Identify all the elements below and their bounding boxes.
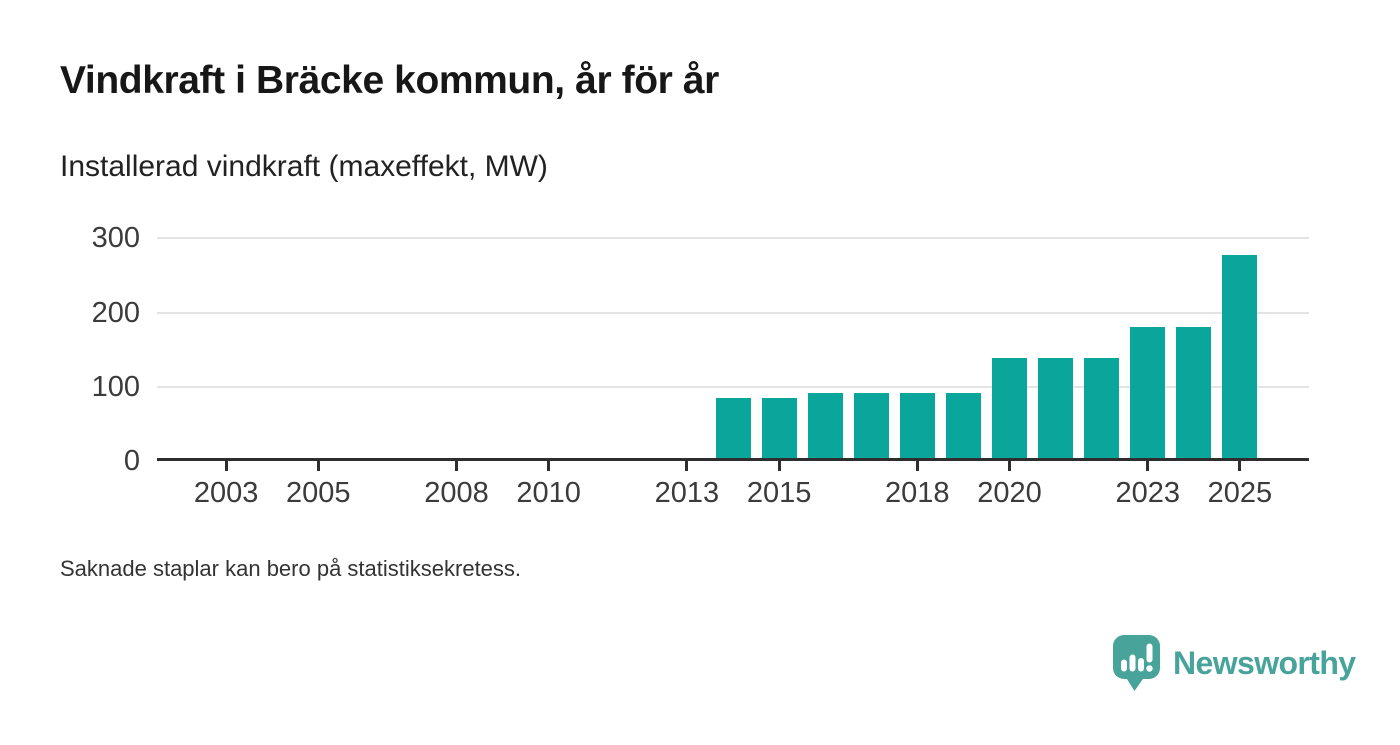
newsworthy-logo[interactable]: Newsworthy [1112, 634, 1356, 692]
bar-2020 [991, 357, 1027, 461]
chart-subtitle: Installerad vindkraft (maxeffekt, MW) [60, 150, 548, 183]
x-tick-2015 [777, 461, 781, 471]
x-axis-label-2010: 2010 [516, 477, 581, 509]
x-tick-2003 [224, 461, 228, 471]
bar-2016 [807, 392, 843, 461]
x-axis-label-2023: 2023 [1115, 477, 1180, 509]
x-axis-label-2015: 2015 [746, 477, 812, 509]
bar-2019 [945, 392, 981, 461]
gridline-300 [157, 237, 1309, 240]
bar-2023 [1130, 326, 1166, 461]
bar-2018 [899, 392, 935, 461]
x-axis-label-2005: 2005 [286, 477, 351, 509]
x-axis-label-2013: 2013 [654, 477, 720, 509]
bar-2015 [761, 397, 797, 461]
y-axis-label-300: 300 [91, 222, 140, 255]
x-axis-label-2018: 2018 [885, 477, 950, 509]
gridline-100 [157, 385, 1309, 388]
x-axis-label-2008: 2008 [424, 477, 489, 509]
x-axis-label-2003: 2003 [193, 477, 259, 509]
bar-2021 [1038, 357, 1074, 461]
x-tick-2018 [915, 461, 919, 471]
bar-2017 [853, 392, 889, 461]
bar-2024 [1176, 326, 1212, 461]
gridline-200 [157, 311, 1309, 314]
chart-title: Vindkraft i Bräcke kommun, år för år [60, 59, 719, 102]
x-tick-2023 [1146, 461, 1150, 471]
x-tick-2005 [316, 461, 320, 471]
bar-chart-bubble-icon [1113, 635, 1160, 691]
plot-area: 0 100 200 300 2003 2005 2008 2010 2013 2015 2018 20… [92, 223, 1309, 509]
y-axis-label-100: 100 [91, 370, 140, 403]
bar-2022 [1084, 357, 1120, 461]
bar-2025 [1222, 254, 1258, 461]
x-axis-label-2020: 2020 [977, 477, 1042, 509]
x-axis-label-2025: 2025 [1207, 477, 1273, 509]
x-tick-2010 [547, 461, 551, 471]
brand-wordmark: Newsworthy [1173, 644, 1356, 681]
x-tick-2025 [1238, 461, 1242, 471]
y-axis-label-200: 200 [91, 296, 140, 329]
y-axis-label-0: 0 [123, 445, 140, 477]
x-tick-2008 [455, 461, 459, 471]
chart-footnote: Saknade staplar kan bero på statistiksek… [60, 556, 522, 581]
x-tick-2020 [1007, 461, 1011, 471]
x-axis-line [157, 458, 1309, 461]
bar-2014 [715, 397, 751, 461]
x-tick-2013 [685, 461, 689, 471]
